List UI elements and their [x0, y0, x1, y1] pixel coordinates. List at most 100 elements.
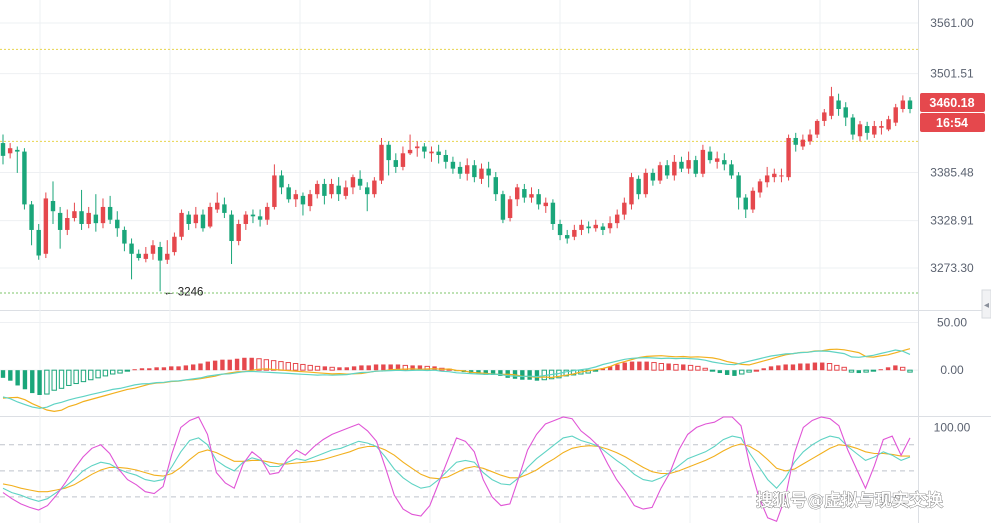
candle-body: [157, 246, 163, 261]
candle: [657, 161, 663, 184]
candle: [343, 180, 349, 200]
candle: [250, 209, 256, 224]
candle-body: [22, 151, 27, 205]
macd-bar: [139, 368, 145, 371]
macd-bar: [410, 365, 415, 371]
candle-body: [672, 161, 677, 176]
candle: [764, 166, 770, 188]
candle: [486, 161, 491, 188]
candle: [29, 200, 34, 246]
macd-bar: [8, 370, 13, 381]
candle-body: [443, 155, 449, 162]
macd-bar: [80, 369, 87, 383]
candle-body: [814, 120, 820, 135]
candle: [614, 209, 620, 229]
candle: [36, 223, 41, 260]
candle-body: [543, 202, 548, 207]
candle-body: [400, 153, 406, 167]
macd-bar: [826, 363, 833, 371]
macd-bar: [863, 369, 869, 373]
candle: [557, 219, 563, 241]
macd-bar: [102, 369, 109, 377]
candle: [822, 109, 827, 127]
candle-body: [772, 173, 777, 178]
macd-bar: [651, 362, 657, 371]
candle-body: [472, 165, 477, 178]
macd-bar: [768, 366, 774, 371]
candle: [572, 224, 577, 241]
candle-body: [807, 134, 813, 142]
macd-bar: [227, 359, 232, 371]
candle-body: [179, 212, 184, 237]
candle: [893, 103, 898, 127]
macd-bar: [717, 370, 723, 374]
macd-bar: [622, 362, 627, 371]
candle-body: [464, 165, 470, 174]
candle: [143, 246, 149, 263]
candle-body: [29, 204, 34, 230]
candle-body: [272, 175, 277, 207]
candle-body: [372, 180, 377, 195]
macd-bar: [381, 364, 386, 371]
candle: [243, 211, 249, 230]
macd-bar: [724, 370, 730, 375]
price-tick-label: 3385.48: [930, 165, 974, 179]
macd-bar: [73, 369, 79, 385]
macd-bar: [366, 365, 371, 371]
macd-bar: [520, 370, 525, 380]
candle-body: [907, 100, 913, 110]
axis-drag-handle[interactable]: ◂: [981, 289, 991, 319]
candle: [500, 190, 506, 224]
candle-body: [586, 226, 591, 229]
candle-body: [293, 194, 299, 200]
macd-bar: [44, 369, 50, 395]
candle: [872, 120, 877, 138]
candle-body: [750, 190, 756, 210]
macd-bar: [870, 369, 877, 372]
macd-bar: [176, 366, 181, 371]
candle-body: [793, 137, 798, 145]
candle-body: [557, 223, 563, 236]
macd-bar: [637, 361, 642, 371]
macd-bar: [37, 370, 42, 395]
candle: [7, 143, 13, 159]
candle-body: [693, 160, 698, 174]
candle: [157, 241, 163, 292]
candle: [57, 206, 63, 249]
candle-body: [614, 214, 620, 224]
candle-body: [743, 197, 748, 210]
macd-bar: [468, 370, 474, 374]
candle: [679, 156, 684, 173]
candle-body: [279, 175, 284, 188]
kdj-panel: [0, 416, 918, 523]
macd-bar: [373, 364, 379, 371]
macd-bar: [205, 361, 211, 371]
last-price-label: 3460.18: [929, 96, 974, 110]
candle-body: [215, 202, 220, 210]
candle: [272, 164, 277, 210]
candle: [593, 219, 598, 232]
candle: [629, 172, 634, 210]
candle: [93, 194, 99, 232]
macd-bar: [702, 367, 708, 371]
candle: [693, 155, 698, 178]
macd-bar: [732, 370, 737, 376]
candle: [122, 226, 127, 252]
candle: [386, 141, 391, 176]
candle-body: [629, 177, 634, 205]
candle: [150, 240, 156, 260]
candle: [300, 192, 306, 216]
candle: [900, 95, 906, 113]
candle-body: [229, 214, 234, 242]
candle: [472, 160, 477, 183]
candle: [279, 170, 284, 195]
candle: [829, 86, 834, 120]
candle-body: [422, 146, 427, 152]
candle-body: [200, 214, 206, 229]
candle: [265, 202, 270, 225]
candle: [750, 187, 756, 213]
candle: [493, 172, 498, 201]
candle: [607, 216, 613, 234]
candle: [43, 192, 49, 259]
candle-body: [450, 161, 456, 169]
